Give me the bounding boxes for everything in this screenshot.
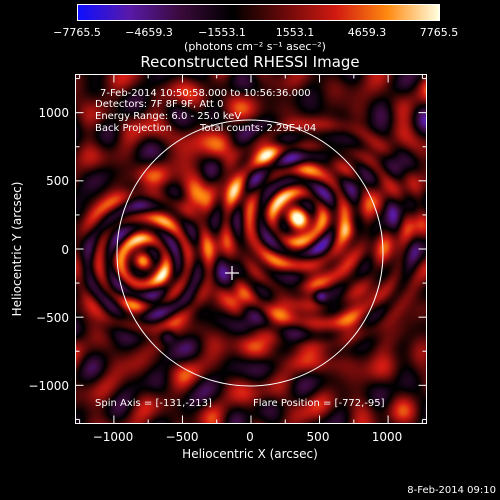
- colorbar-tick: 7765.5: [419, 26, 459, 39]
- y-tick-label: 0: [61, 243, 69, 257]
- x-tick-label: −1000: [92, 430, 134, 444]
- colorbar: [77, 4, 440, 21]
- method-label: Back Projection: [95, 123, 172, 134]
- colorbar-units: (photons cm⁻² s⁻¹ asec⁻²): [184, 40, 326, 53]
- time-range-label: 7-Feb-2014 10:50:58.000 to 10:56:36.000: [100, 88, 311, 99]
- x-tick-label: −500: [165, 430, 199, 444]
- colorbar-tick: −1553.1: [198, 26, 246, 39]
- axis-ticks: [75, 74, 427, 424]
- x-tick-label: 500: [306, 430, 330, 444]
- energy-range-label: Energy Range: 6.0 - 25.0 keV: [95, 111, 242, 122]
- y-tick-label: 500: [46, 174, 69, 188]
- colorbar-tick: −7765.5: [53, 26, 101, 39]
- y-tick-label: −500: [36, 311, 69, 325]
- total-counts-label: Total counts: 2.29E+04: [200, 123, 317, 134]
- flare-position-label: Flare Position = [-772,-95]: [253, 398, 385, 409]
- x-tick-label: 1000: [371, 430, 403, 444]
- solar-limb-circle: [116, 119, 384, 387]
- x-tick-label: 0: [246, 430, 254, 444]
- spin-axis-cross-icon: [225, 266, 239, 280]
- colorbar-tick: −4659.3: [125, 26, 173, 39]
- y-tick-label: 1000: [38, 106, 69, 120]
- x-axis-label: Heliocentric X (arcsec): [182, 447, 318, 461]
- page-title: Reconstructed RHESSI Image: [140, 53, 360, 71]
- rhessi-image: [75, 74, 427, 424]
- spin-axis-label: Spin Axis = [-131,-213]: [95, 398, 212, 409]
- colorbar-tick: 4659.3: [347, 26, 387, 39]
- detectors-label: Detectors: 7F 8F 9F, Att 0: [95, 99, 224, 110]
- colorbar-tick: 1553.1: [275, 26, 315, 39]
- y-tick-label: −1000: [28, 379, 69, 393]
- timestamp: 8-Feb-2014 09:10: [407, 485, 496, 496]
- y-axis-label: Heliocentric Y (arcsec): [10, 181, 24, 317]
